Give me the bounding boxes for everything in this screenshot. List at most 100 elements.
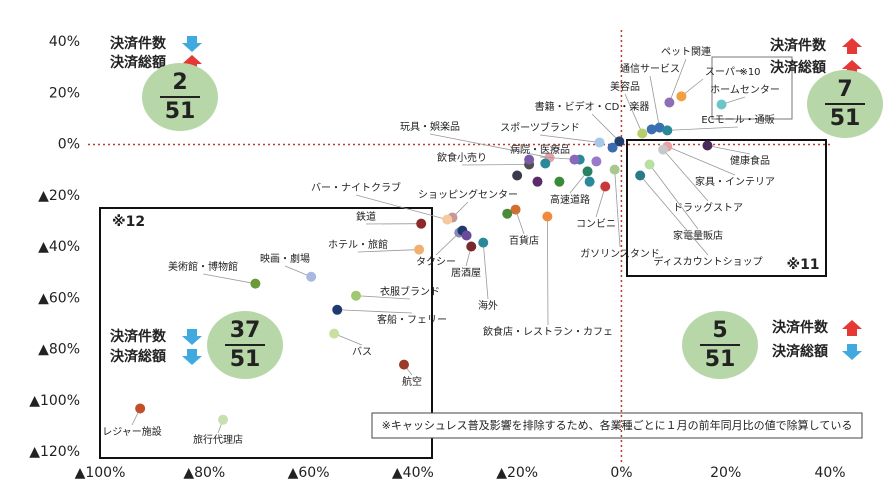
quadrant-numerator: 2 (172, 70, 187, 95)
leader-line (649, 164, 699, 230)
point (510, 204, 521, 215)
point (658, 144, 669, 155)
note-box (371, 412, 863, 439)
point-label: バス (352, 346, 372, 358)
y-tick-label: ▲20% (38, 188, 80, 204)
point (218, 414, 229, 425)
point (644, 159, 655, 170)
x-tick-label: ▲80% (183, 465, 225, 481)
region-label: ※12 (112, 214, 145, 230)
point-label: 玩具・娯楽品 (400, 120, 460, 133)
point (591, 156, 602, 167)
point (416, 218, 427, 229)
point (584, 176, 595, 187)
point (502, 208, 513, 219)
leader-line (357, 249, 420, 253)
point (306, 271, 317, 282)
arrow (182, 349, 202, 365)
point-label: 飲食店・レストラン・カフェ (483, 325, 613, 338)
point-label: 美術館・博物館 (168, 260, 238, 273)
quadrant-numerator: 7 (837, 77, 852, 102)
y-tick-label: ▲60% (38, 290, 80, 306)
point (569, 154, 580, 165)
leader-line (667, 146, 736, 176)
point-label: 通信サービス (620, 63, 680, 75)
leader-line (333, 333, 363, 346)
leader-line (662, 149, 709, 202)
point (662, 125, 673, 136)
point-label: 家電量販店 (673, 229, 723, 242)
point-label: ホームセンター (710, 84, 780, 96)
point-label: レジャー施設 (102, 425, 162, 438)
point-label: 百貨店 (509, 234, 539, 247)
point-label: スーパー (705, 66, 745, 78)
leader-line (355, 295, 411, 300)
leader-line (546, 216, 549, 326)
x-tick-label: ▲20% (496, 465, 538, 481)
quadrant-denominator: 51 (230, 347, 261, 372)
x-tick-label: ▲40% (392, 465, 434, 481)
leader-line (707, 145, 751, 155)
point (594, 137, 605, 148)
point-label: 鉄道 (356, 210, 376, 223)
quadrant-numerator: 37 (230, 318, 261, 343)
point (524, 154, 535, 165)
leader-line (461, 164, 530, 166)
y-tick-label: 0% (58, 137, 80, 153)
point-label: ECモール・通販 (701, 114, 774, 126)
point (461, 230, 472, 241)
quadrant-label: 決済総額 (770, 59, 826, 76)
quadrant-label: 決済総額 (772, 343, 828, 360)
leader-line (202, 273, 256, 285)
point (414, 244, 425, 255)
point-label: 高速道路 (550, 193, 590, 206)
point-label: ショッピングセンター (418, 188, 518, 201)
y-tick-label: 20% (49, 85, 80, 101)
point-label: 旅行代理店 (193, 433, 243, 446)
arrow (182, 36, 202, 52)
leader-line (482, 242, 489, 300)
leader-line (639, 175, 709, 256)
arrow (842, 38, 862, 54)
arrow (182, 329, 202, 345)
leader-line (429, 133, 550, 158)
point-label: スポーツブランド (500, 121, 580, 134)
point-label: ガソリンスタンド (580, 248, 660, 260)
point (478, 237, 489, 248)
leader-line (649, 75, 660, 128)
point (646, 124, 657, 135)
point (329, 328, 340, 339)
point (542, 211, 553, 222)
point (676, 91, 687, 102)
x-tick-label: 20% (710, 465, 741, 481)
note: ※キャッシュレス普及影響を排除するため、各業種ごとに１月の前年同月比の値で除算し… (382, 418, 853, 432)
point (664, 97, 675, 108)
y-tick-label: 40% (49, 34, 80, 50)
point-label: 居酒屋 (451, 267, 481, 279)
arrow (842, 344, 862, 360)
point-label: 映画・劇場 (260, 252, 310, 265)
region-box (711, 56, 793, 120)
quadrant-denominator: 51 (830, 106, 861, 131)
region-box (99, 207, 433, 459)
leader-line (337, 309, 413, 314)
x-tick-label: 40% (814, 465, 845, 481)
quadrant-label: 決済件数 (770, 37, 827, 54)
point (332, 304, 343, 315)
quadrant-label: 決済総額 (110, 348, 166, 365)
point (716, 99, 727, 110)
point (466, 241, 477, 252)
point (398, 359, 409, 370)
leader-line (591, 113, 620, 142)
quadrant-denominator: 51 (705, 347, 736, 372)
point (600, 181, 611, 192)
arrow (842, 320, 862, 336)
leader-line (669, 58, 687, 103)
quadrant-numerator: 5 (712, 318, 727, 343)
point (532, 176, 543, 187)
quadrant-label: 決済総額 (110, 54, 166, 71)
point-label: 家具・インテリア (695, 175, 775, 188)
point-label: 航空 (402, 375, 422, 388)
point (582, 166, 593, 177)
leader-line (667, 126, 739, 131)
